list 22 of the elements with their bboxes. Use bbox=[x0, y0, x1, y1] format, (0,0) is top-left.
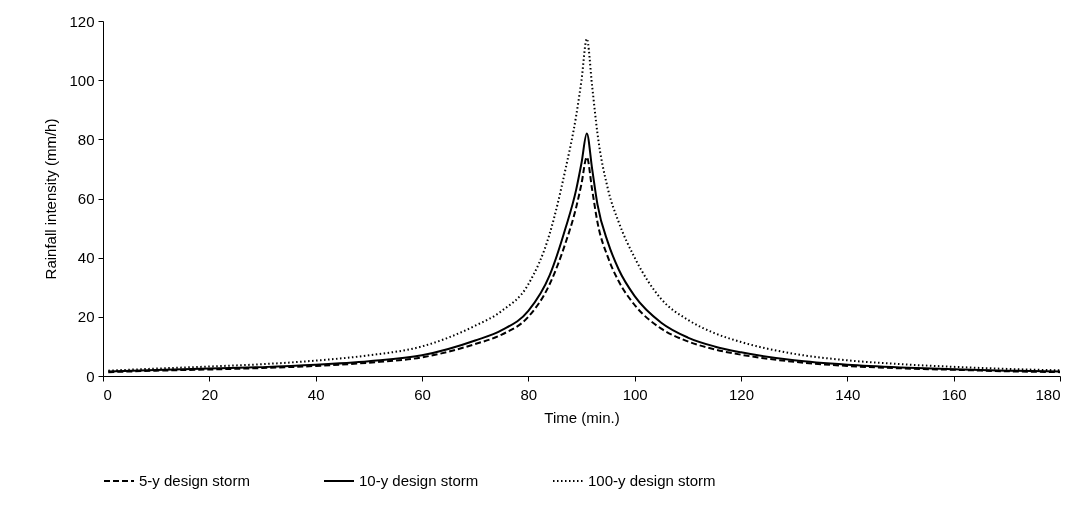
y-tick-label: 120 bbox=[69, 12, 95, 30]
y-tick-label: 80 bbox=[77, 130, 95, 148]
y-tick-label: 60 bbox=[77, 190, 95, 207]
y-tick-label: 0 bbox=[86, 367, 95, 385]
x-tick-label: 80 bbox=[520, 385, 538, 403]
x-tick-label: 140 bbox=[835, 385, 861, 403]
y-tick-label: 100 bbox=[69, 71, 95, 89]
x-tick-label: 160 bbox=[941, 385, 967, 403]
x-tick-label: 60 bbox=[414, 385, 431, 403]
y-tick-label: 20 bbox=[77, 308, 95, 326]
x-tick-label: 0 bbox=[103, 385, 112, 403]
legend-label: 100-y design storm bbox=[588, 472, 716, 489]
x-tick-label: 100 bbox=[622, 385, 648, 403]
y-axis-title: Rainfall intensity (mm/h) bbox=[42, 118, 60, 280]
x-tick-label: 40 bbox=[307, 385, 325, 403]
x-tick-label: 180 bbox=[1035, 385, 1061, 403]
x-axis-title: Time (min.) bbox=[544, 408, 620, 426]
x-tick-label: 120 bbox=[728, 385, 755, 403]
y-tick-label: 40 bbox=[77, 249, 95, 267]
x-tick-label: 20 bbox=[201, 385, 219, 403]
legend-label: 10-y design storm bbox=[359, 472, 479, 489]
legend-label: 5-y design storm bbox=[139, 472, 250, 489]
